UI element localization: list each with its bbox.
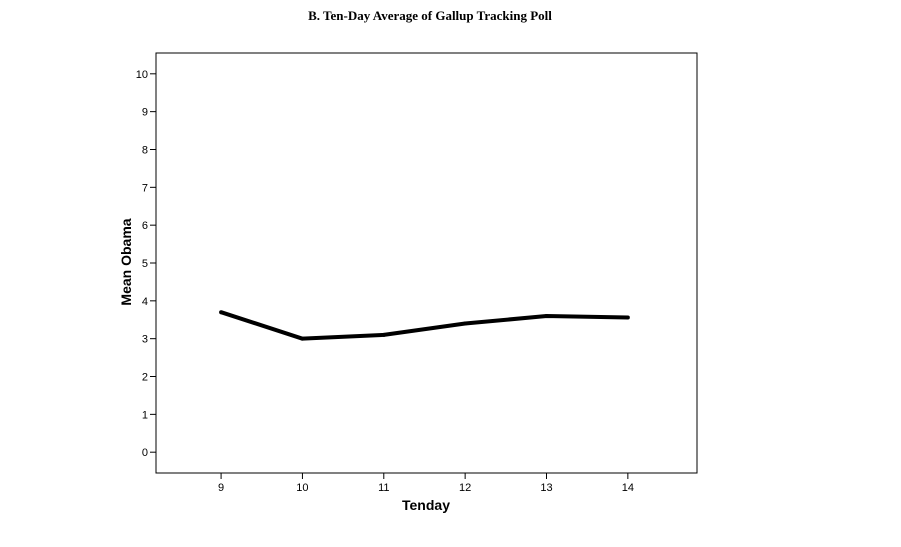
data-point xyxy=(625,315,630,320)
y-tick-label: 4 xyxy=(142,296,148,308)
y-tick-label: 1 xyxy=(142,409,148,421)
data-point xyxy=(381,332,386,337)
x-axis: 9 10 11 12 13 14 xyxy=(218,473,634,494)
y-tick-label: 6 xyxy=(142,220,148,232)
data-point xyxy=(219,310,224,315)
y-tick-label: 0 xyxy=(142,447,148,459)
x-tick-label: 10 xyxy=(296,482,308,494)
y-tick-label: 2 xyxy=(142,372,148,384)
data-point xyxy=(544,313,549,318)
y-tick-label: 3 xyxy=(142,334,148,346)
x-tick-label: 9 xyxy=(218,482,224,494)
y-tick-label: 7 xyxy=(142,182,148,194)
data-point xyxy=(463,321,468,326)
series-line xyxy=(220,310,628,341)
chart-title: B. Ten-Day Average of Gallup Tracking Po… xyxy=(308,8,552,23)
series-line-group xyxy=(219,310,630,341)
y-tick-label: 9 xyxy=(142,107,148,119)
y-tick-label: 5 xyxy=(142,258,148,270)
y-tick-label: 10 xyxy=(136,69,148,81)
plot-frame xyxy=(155,52,698,474)
x-tick-label: 12 xyxy=(459,482,471,494)
data-point xyxy=(300,336,305,341)
x-tick-label: 13 xyxy=(540,482,552,494)
y-axis-label: Mean Obama xyxy=(118,218,134,305)
x-axis-label: Tenday xyxy=(402,497,450,513)
y-axis: 0 1 2 3 4 5 6 7 8 9 10 xyxy=(136,69,156,459)
x-tick-label: 14 xyxy=(622,482,634,494)
y-tick-label: 8 xyxy=(142,144,148,156)
x-tick-label: 11 xyxy=(378,482,389,494)
